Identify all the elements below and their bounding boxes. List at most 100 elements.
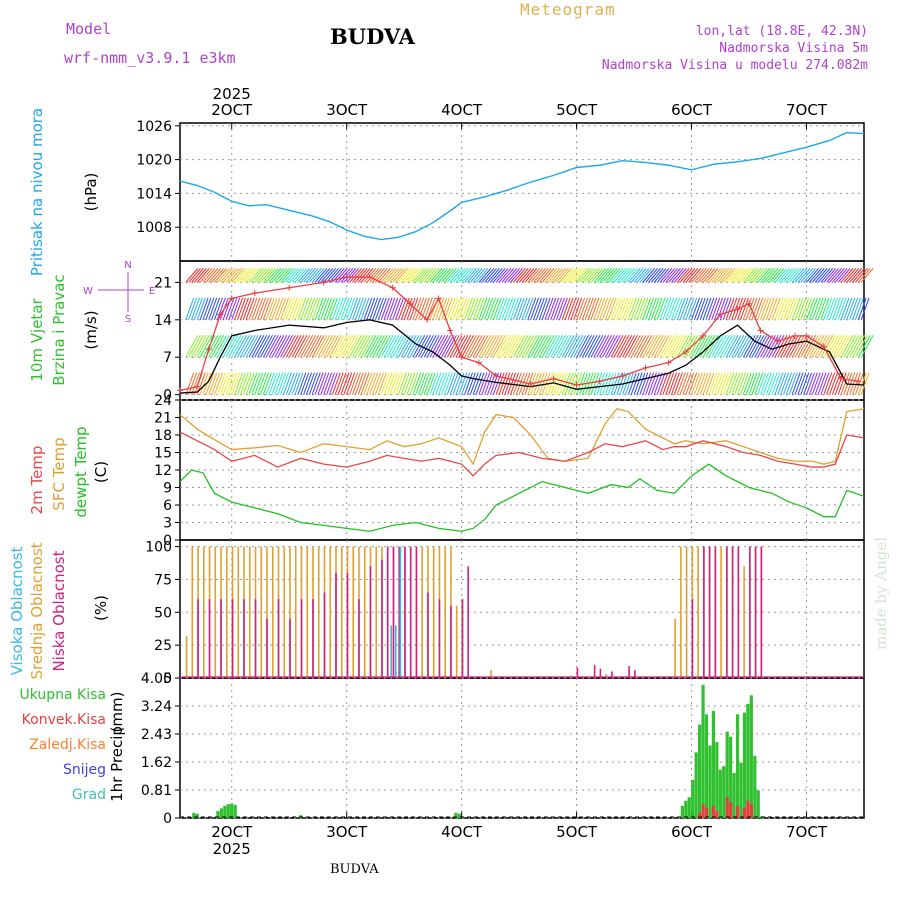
wind-direction-barb — [593, 372, 603, 395]
pressure-ytick-label: 1008 — [136, 220, 172, 236]
wind-direction-barb — [576, 372, 586, 395]
wind-direction-barb — [288, 268, 302, 283]
wind-direction-barb — [492, 268, 506, 283]
precip-ytick-label: 2.43 — [141, 727, 172, 743]
wind-direction-barb — [521, 334, 535, 358]
wind-direction-barb — [800, 372, 810, 395]
wind-direction-barb — [205, 372, 215, 395]
wind-direction-barb — [202, 268, 216, 283]
wind-direction-barb — [607, 372, 617, 395]
wind-direction-barb — [725, 372, 735, 395]
wind-direction-barb — [234, 268, 247, 283]
wind-direction-barb — [849, 372, 859, 395]
wind-gust-marker — [820, 343, 827, 350]
wind-direction-barb — [216, 297, 226, 320]
wind-direction-barb — [421, 268, 434, 283]
wind-direction-barb — [820, 297, 830, 320]
wind-direction-barb — [383, 372, 393, 395]
wind-direction-barb — [762, 297, 772, 320]
wind-direction-barb — [673, 334, 687, 358]
wind-direction-barb — [584, 372, 594, 395]
wind-direction-barb — [553, 268, 566, 283]
wind-direction-barb — [363, 372, 373, 395]
wind-direction-barb — [659, 334, 673, 358]
wind-direction-barb — [308, 334, 322, 358]
wind-direction-barb — [484, 268, 498, 283]
wind-direction-barb — [587, 297, 597, 320]
wind-direction-barb — [774, 297, 784, 320]
wind-direction-barb — [794, 297, 804, 320]
cloud-bar-cloud_low — [461, 599, 464, 678]
wind-direction-barb — [211, 372, 221, 395]
wind-direction-barb — [481, 334, 495, 358]
wind-direction-barb — [610, 297, 620, 320]
wind-direction-barb — [185, 297, 195, 320]
wind-direction-barb — [742, 372, 752, 395]
temp-units: (C) — [92, 461, 110, 483]
wind-direction-barb — [202, 297, 212, 320]
wind-direction-barb — [239, 268, 253, 283]
precip-bar-precip_conv — [746, 800, 750, 818]
wind-direction-barb — [484, 334, 498, 358]
precip-bar-precip_total — [195, 813, 199, 818]
wind-gust-marker — [205, 346, 212, 353]
wind-direction-barb — [783, 334, 796, 358]
wind-direction-barb — [403, 372, 413, 395]
wind-direction-barb — [786, 268, 799, 283]
wind-direction-barb — [357, 268, 371, 283]
wind-direction-barb — [705, 334, 719, 358]
wind-direction-barb — [728, 334, 742, 358]
wind-direction-barb — [323, 268, 337, 283]
wind-direction-barb — [630, 297, 640, 320]
wind-direction-barb — [274, 297, 284, 320]
wind-direction-barb — [840, 297, 850, 320]
wind-direction-barb — [757, 372, 767, 395]
wind-direction-barb — [377, 297, 387, 320]
wind-direction-barb — [731, 372, 741, 395]
cloud-bar-cloud_low — [628, 666, 630, 678]
wind-direction-barb — [682, 297, 692, 320]
wind-direction-barb — [228, 268, 242, 283]
wind-direction-barb — [716, 334, 730, 358]
wind-gust-marker — [717, 311, 724, 318]
wind-direction-barb — [331, 372, 341, 395]
wind-direction-barb — [670, 297, 680, 320]
precip-bar-precip_total — [735, 714, 740, 818]
wind-direction-barb — [452, 297, 462, 320]
wind-direction-barb — [527, 297, 537, 320]
wind-direction-barb — [556, 334, 569, 358]
wind-direction-barb — [636, 372, 646, 395]
cloud-bar-cloud_low — [300, 599, 303, 678]
cloud-bar-cloud_low — [427, 592, 429, 678]
wind-direction-barb — [653, 297, 663, 320]
wind-direction-barb — [490, 268, 503, 283]
wind-direction-barb — [320, 297, 330, 320]
wind-gust-marker — [792, 332, 799, 339]
wind-gust-marker — [855, 378, 862, 385]
wind-direction-barb — [265, 372, 275, 395]
cloud-bar-cloud_low — [346, 572, 349, 678]
wind-direction-barb — [831, 334, 845, 358]
cloud-bar-cloud_mid — [352, 546, 355, 678]
wind-direction-barb — [418, 297, 428, 320]
wind-direction-barb — [728, 297, 738, 320]
pressure-ylabel: Pritisak na nivou mora — [28, 108, 46, 276]
wind-direction-barb — [260, 334, 273, 358]
wind-direction-barb — [854, 334, 868, 358]
wind-direction-barb — [794, 334, 808, 358]
precip-bar-precip_conv — [715, 811, 719, 818]
wind-direction-barb — [811, 372, 821, 395]
wind-direction-barb — [331, 334, 345, 358]
cloud-bar-cloud_low — [358, 599, 360, 678]
wind-direction-barb — [234, 334, 248, 358]
wind-direction-barb — [406, 268, 420, 283]
wind-direction-barb — [507, 297, 517, 320]
precip-bar-precip_total — [753, 755, 757, 818]
wind-direction-barb — [420, 372, 430, 395]
wind-direction-barb — [817, 297, 827, 320]
wind-direction-barb — [547, 268, 561, 283]
wind-direction-barb — [849, 297, 859, 320]
wind-direction-barb — [398, 268, 411, 283]
wind-direction-barb — [512, 268, 526, 283]
wind-direction-barb — [452, 372, 462, 395]
